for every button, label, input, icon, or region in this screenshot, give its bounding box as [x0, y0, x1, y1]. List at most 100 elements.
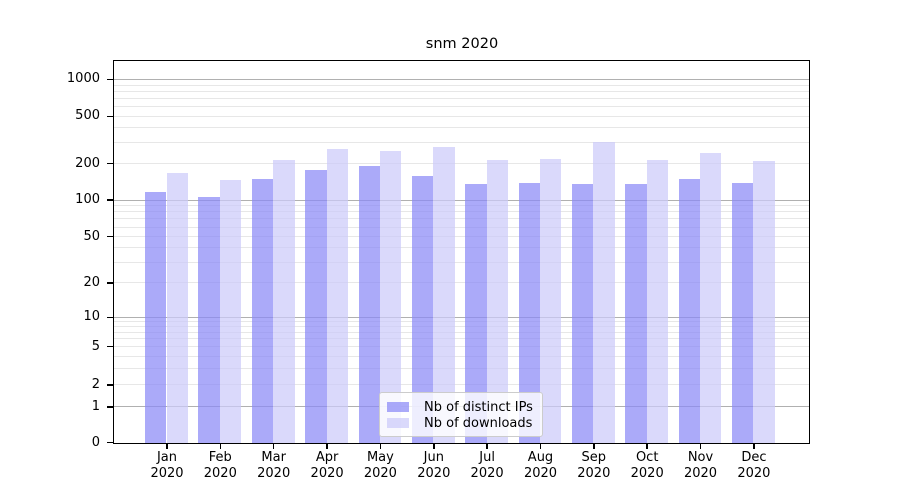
x-tick-label-nov: Nov 2020	[683, 450, 718, 481]
y-tick-label: 10	[83, 309, 100, 325]
x-tick-mark	[433, 444, 435, 449]
x-tick-mark	[272, 444, 275, 449]
bar-downloads-nov	[700, 152, 722, 443]
x-tick-label-mar: Mar 2020	[257, 450, 291, 481]
minor-gridline	[114, 226, 809, 228]
minor-gridline	[114, 261, 809, 263]
major-gridline	[114, 316, 809, 318]
legend: Nb of distinct IPs Nb of downloads	[379, 392, 543, 437]
plot-area	[113, 60, 810, 444]
y-tick-label: 5	[91, 338, 100, 354]
bar-distinct-ips-dec	[732, 183, 754, 443]
bar-downloads-mar	[273, 159, 295, 443]
minor-gridline	[114, 355, 809, 357]
bar-downloads-may	[379, 150, 402, 443]
y-tick-mark	[107, 406, 113, 408]
y-tick-label: 20	[83, 274, 100, 290]
y-tick-mark	[107, 384, 113, 386]
y-tick-mark	[107, 441, 113, 444]
bar-distinct-ips-oct	[625, 184, 647, 443]
bar-downloads-feb	[219, 180, 242, 443]
y-tick-mark	[107, 199, 113, 201]
x-tick-label-jul: Jul 2020	[470, 450, 504, 481]
minor-gridline	[114, 205, 809, 207]
legend-label-downloads: Nb of downloads	[424, 415, 533, 431]
legend-item-downloads: Nb of downloads	[387, 415, 538, 431]
minor-gridline	[114, 90, 809, 92]
x-tick-mark	[539, 444, 542, 449]
x-tick-label-jan: Jan 2020	[150, 450, 184, 481]
bar-downloads-aug	[539, 158, 562, 443]
x-tick-mark	[219, 444, 222, 449]
bar-downloads-apr	[326, 149, 348, 443]
bar-distinct-ips-feb	[198, 196, 220, 443]
minor-gridline	[114, 326, 809, 328]
x-tick-mark	[646, 444, 648, 449]
minor-gridline	[114, 127, 809, 129]
y-tick-mark	[107, 282, 113, 284]
minor-gridline	[114, 218, 809, 220]
x-tick-mark	[379, 444, 382, 449]
bar-distinct-ips-nov	[678, 178, 700, 443]
x-tick-label-sep: Sep 2020	[577, 450, 611, 481]
x-tick-label-feb: Feb 2020	[203, 450, 237, 481]
minor-gridline	[114, 384, 809, 386]
x-tick-label-oct: Oct 2020	[630, 450, 664, 481]
x-tick-mark	[486, 444, 488, 449]
legend-item-distinct-ips: Nb of distinct IPs	[387, 399, 538, 415]
x-tick-mark	[753, 444, 755, 449]
minor-gridline	[114, 346, 809, 348]
x-tick-mark	[166, 444, 168, 449]
bar-downloads-dec	[753, 161, 775, 443]
y-tick-label: 100	[75, 192, 100, 208]
bar-downloads-oct	[646, 160, 669, 443]
minor-gridline	[114, 97, 809, 99]
legend-swatch-downloads	[387, 418, 409, 428]
bar-downloads-jan	[166, 173, 188, 443]
x-tick-mark	[326, 444, 328, 449]
y-tick-label: 2	[91, 376, 100, 392]
minor-gridline	[114, 211, 809, 213]
bar-distinct-ips-jun	[411, 175, 434, 443]
bar-distinct-ips-jan	[145, 192, 167, 443]
legend-swatch-distinct-ips	[387, 402, 409, 412]
legend-label-distinct-ips: Nb of distinct IPs	[424, 399, 533, 415]
bar-downloads-jun	[433, 147, 455, 443]
y-tick-label: 200	[75, 155, 100, 171]
minor-gridline	[114, 338, 809, 340]
y-tick-mark	[107, 115, 113, 118]
minor-gridline	[114, 236, 809, 238]
bar-distinct-ips-sep	[571, 184, 594, 443]
bar-distinct-ips-jul	[465, 184, 487, 443]
y-tick-mark	[107, 345, 113, 348]
minor-gridline	[114, 115, 809, 117]
minor-gridline	[114, 247, 809, 249]
x-tick-mark	[593, 444, 595, 449]
x-tick-label-may: May 2020	[363, 450, 397, 481]
minor-gridline	[114, 331, 809, 333]
bar-distinct-ips-aug	[518, 182, 540, 443]
minor-gridline	[114, 321, 809, 323]
x-tick-label-dec: Dec 2020	[737, 450, 771, 481]
major-gridline	[114, 78, 809, 80]
bar-downloads-jul	[486, 159, 508, 443]
chart-title: snm 2020	[425, 36, 499, 52]
bar-downloads-sep	[593, 142, 615, 443]
bar-distinct-ips-may	[358, 166, 380, 443]
minor-gridline	[114, 367, 809, 369]
minor-gridline	[114, 106, 809, 108]
bar-distinct-ips-apr	[305, 170, 327, 443]
y-tick-label: 1	[91, 398, 100, 414]
minor-gridline	[114, 163, 809, 165]
minor-gridline	[114, 142, 809, 144]
y-tick-mark	[107, 235, 113, 238]
x-tick-label-jun: Jun 2020	[417, 450, 451, 481]
minor-gridline	[114, 282, 809, 284]
y-tick-mark	[107, 78, 113, 81]
bar-distinct-ips-mar	[251, 179, 274, 443]
y-tick-mark	[107, 162, 113, 165]
x-tick-label-aug: Aug 2020	[523, 450, 558, 481]
y-tick-label: 1000	[66, 71, 100, 87]
y-tick-label: 500	[75, 108, 100, 124]
